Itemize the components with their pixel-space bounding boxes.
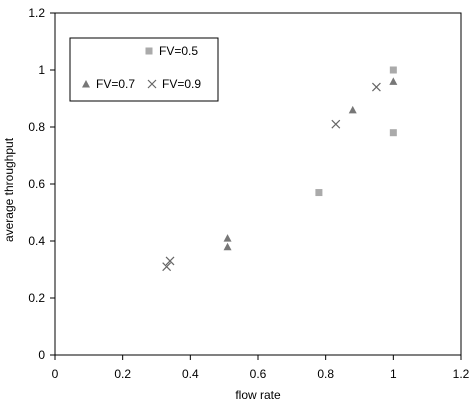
legend-label: FV=0.7 bbox=[96, 77, 135, 91]
data-point-triangle bbox=[348, 105, 357, 114]
y-axis-title: average throughput bbox=[2, 137, 16, 242]
x-axis-title: flow rate bbox=[235, 388, 281, 402]
y-tick-label: 1 bbox=[38, 63, 45, 77]
legend-label: FV=0.9 bbox=[162, 77, 201, 91]
x-tick-label: 0.2 bbox=[114, 367, 131, 381]
data-point-x bbox=[162, 262, 172, 272]
data-points bbox=[162, 66, 398, 272]
y-tick-label: 0.4 bbox=[28, 234, 45, 248]
tick-labels: 0 0.2 0.4 0.6 0.8 1 1.2 0 0.2 0.4 0.6 0.8 1 1.2 bbox=[28, 6, 469, 381]
legend-marker-x bbox=[147, 79, 157, 89]
data-point-square bbox=[315, 189, 323, 197]
y-tick-label: 0.6 bbox=[28, 177, 45, 191]
x-tick-label: 1 bbox=[390, 367, 397, 381]
x-tick-label: 0.8 bbox=[317, 367, 334, 381]
data-point-x bbox=[331, 119, 341, 129]
data-point-x bbox=[371, 82, 381, 92]
data-point-triangle bbox=[223, 242, 232, 251]
data-point-square bbox=[389, 66, 397, 74]
legend-label: FV=0.5 bbox=[159, 44, 198, 58]
data-point-triangle bbox=[223, 234, 232, 242]
data-point-triangle bbox=[389, 77, 398, 85]
y-tick-label: 0 bbox=[38, 348, 45, 362]
legend-marker-square bbox=[145, 47, 153, 55]
y-tick-label: 0.8 bbox=[28, 120, 45, 134]
x-tick-label: 0 bbox=[52, 367, 59, 381]
data-point-x bbox=[165, 256, 175, 266]
x-tick-label: 1.2 bbox=[453, 367, 470, 381]
legend: FV=0.5 FV=0.7 FV=0.9 bbox=[69, 37, 219, 102]
legend-marker-triangle bbox=[82, 80, 90, 88]
y-tick-label: 1.2 bbox=[28, 6, 45, 20]
x-tick-label: 0.6 bbox=[250, 367, 267, 381]
legend-box bbox=[69, 37, 219, 102]
x-tick-label: 0.4 bbox=[182, 367, 199, 381]
y-tick-label: 0.2 bbox=[28, 291, 45, 305]
data-point-square bbox=[389, 129, 397, 137]
